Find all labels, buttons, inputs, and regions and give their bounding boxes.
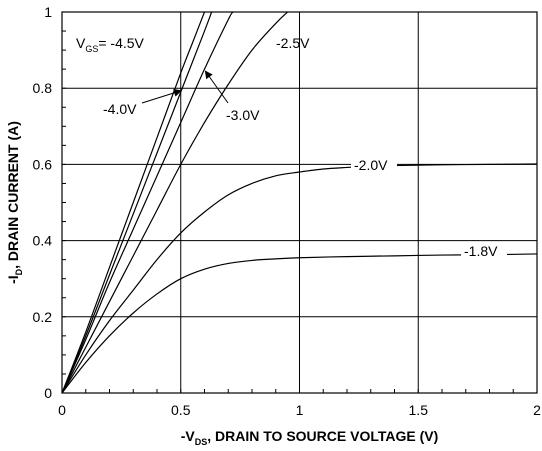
x-axis-title-sub: DS <box>195 437 208 447</box>
leader-minus-4-0v <box>141 88 182 104</box>
x-axis-title-post: , DRAIN TO SOURCE VOLTAGE (V) <box>207 428 438 444</box>
curve-vgs-3 <box>61 11 289 394</box>
y-tick-label: 1 <box>44 4 52 20</box>
plot-frame <box>61 11 538 394</box>
x-axis-title: -VDS, DRAIN TO SOURCE VOLTAGE (V) <box>181 428 439 447</box>
y-axis-title-sub: D <box>14 268 24 275</box>
x-tick-label: 1 <box>296 402 304 418</box>
y-axis-title-post: , DRAIN CURRENT (A) <box>5 121 21 269</box>
y-tick-label: 0.6 <box>33 156 53 172</box>
vgs-header-pre: V <box>76 35 86 51</box>
curve-vgs-5 <box>61 253 538 394</box>
x-tick-label: 0.5 <box>171 402 191 418</box>
annotations: -2.5V -4.0V -3.0V -2.0V -1.8V <box>103 35 507 260</box>
y-tick-label: 0.8 <box>33 80 53 96</box>
tick-labels: 0 0.5 1 1.5 2 0 0.2 0.4 0.6 0.8 1 <box>33 4 542 418</box>
label-minus-1-8v: -1.8V <box>464 243 498 259</box>
vgs-header-label: VGS= -4.5V <box>76 35 145 54</box>
x-tick-label: 2 <box>533 402 541 418</box>
y-axis-title: -ID, DRAIN CURRENT (A) <box>5 121 24 284</box>
vgs-header-sub: GS <box>85 44 98 54</box>
curve-vgs-2 <box>61 11 234 394</box>
label-minus-2-0v: -2.0V <box>354 157 388 173</box>
y-tick-label: 0.4 <box>33 233 53 249</box>
leader-minus-3-0v <box>204 70 229 104</box>
curve-vgs-0 <box>61 11 206 394</box>
curves <box>61 11 538 394</box>
x-tick-label: 0 <box>58 402 66 418</box>
x-axis-title-pre: -V <box>181 428 196 444</box>
label-minus-2-0v-bg <box>351 156 397 174</box>
label-minus-3-0v: -3.0V <box>226 107 260 123</box>
label-minus-2-5v: -2.5V <box>276 35 310 51</box>
x-tick-label: 1.5 <box>409 402 429 418</box>
y-tick-label: 0 <box>44 385 52 401</box>
label-minus-4-0v: -4.0V <box>103 101 137 117</box>
y-axis-title-pre: -I <box>5 275 21 284</box>
curve-vgs-4 <box>61 163 538 394</box>
vgs-header-post: = -4.5V <box>98 35 144 51</box>
curve-vgs-1 <box>61 11 213 394</box>
label-minus-1-8v-bg <box>461 242 507 260</box>
y-tick-label: 0.2 <box>33 309 53 325</box>
